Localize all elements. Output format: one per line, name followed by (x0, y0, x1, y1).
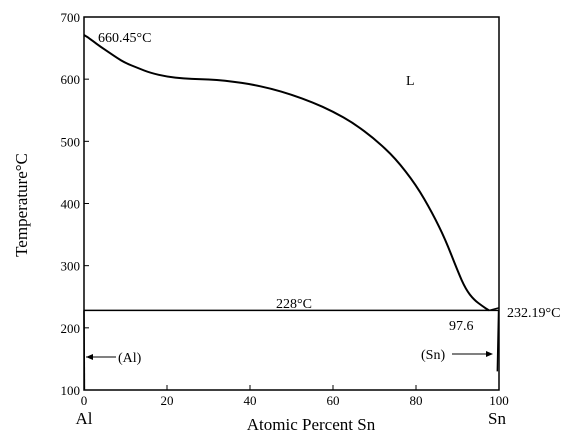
y-tick-label: 200 (61, 321, 81, 336)
x-end-label-al: Al (76, 409, 93, 428)
al-phase-label: (Al) (118, 351, 142, 366)
sn-phase-label: (Sn) (421, 348, 445, 363)
y-axis-label: Temperature°C (12, 153, 31, 257)
sn-melting-label: 232.19°C (507, 306, 560, 321)
y-tick-label: 400 (61, 197, 81, 212)
y-axis-ticks: 100 200 300 400 500 600 700 (61, 10, 89, 398)
y-tick-label: 100 (61, 383, 81, 398)
plot-frame (83, 16, 500, 391)
al-phase-arrow (86, 354, 116, 360)
x-tick-label: 0 (81, 393, 88, 408)
liquid-region-label: L (406, 74, 415, 89)
x-tick-label: 40 (244, 393, 257, 408)
x-axis-label: Atomic Percent Sn (247, 415, 376, 434)
sn-phase-arrow (452, 351, 493, 357)
eutectic-temp-label: 228°C (276, 297, 312, 312)
y-tick-label: 300 (61, 259, 81, 274)
al-melting-label: 660.45°C (98, 31, 151, 46)
sn-solvus-line (488, 307, 500, 372)
x-axis-ticks: 0 20 40 60 80 100 (81, 385, 509, 408)
x-tick-label: 100 (489, 393, 509, 408)
y-tick-label: 700 (61, 10, 81, 25)
x-end-label-sn: Sn (488, 409, 506, 428)
y-tick-label: 600 (61, 72, 81, 87)
liquidus-curve (83, 34, 490, 312)
x-tick-label: 60 (327, 393, 340, 408)
x-tick-label: 80 (410, 393, 423, 408)
y-tick-label: 500 (61, 134, 81, 149)
eutectic-comp-label: 97.6 (449, 319, 474, 334)
x-tick-label: 20 (161, 393, 174, 408)
